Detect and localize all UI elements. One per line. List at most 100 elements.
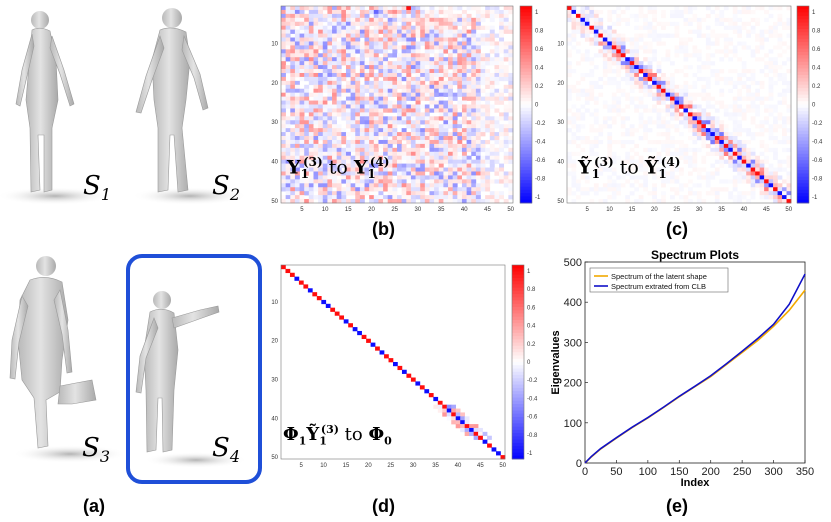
matrix-x-tick: 20 [651, 207, 658, 213]
y-axis-label: Eigenvalues [550, 330, 562, 394]
x-tick-label: 250 [733, 466, 751, 478]
colorbar-tick: 0.8 [527, 287, 536, 293]
colorbar-tick: -1 [812, 195, 818, 201]
matrix-x-tick: 35 [432, 463, 439, 469]
matrix-x-tick: 15 [345, 207, 352, 213]
matrix-x-tick: 30 [410, 463, 417, 469]
matrix-x-tick: 20 [365, 463, 372, 469]
x-tick-label: 200 [702, 466, 720, 478]
matrix-x-tick: 35 [438, 207, 445, 213]
matrix-x-tick: 5 [585, 207, 589, 213]
matrix-d: 5 10 15 20 25 30 35 40 45 50 10 20 30 40 50 1 0.8 0.6 0.4 0… [271, 264, 538, 469]
matrix-x-tick: 25 [391, 207, 398, 213]
panel-label-e: (e) [666, 496, 688, 516]
matrix-x-tick: 50 [499, 463, 506, 469]
panel-label-b: (b) [372, 219, 395, 239]
y-tick-label: 500 [564, 257, 582, 269]
legend-entry: Spectrum of the latent shape [611, 272, 707, 281]
y-tick-label: 300 [564, 337, 582, 349]
matrix-d-label: Φ1Ỹ1(3) to Φ0 [283, 423, 392, 448]
colorbar-tick: 0 [535, 103, 539, 109]
colorbar-tick: 0 [527, 360, 531, 366]
colorbar-tick: -0.2 [535, 121, 546, 127]
human-figure-s3 [9, 256, 128, 463]
x-tick-label: 100 [639, 466, 657, 478]
colorbar-tick: -0.2 [812, 121, 823, 127]
matrix-b: 5 10 15 20 25 30 35 40 45 50 10 20 30 40 50 1 0.8 0.6 0.4 0… [271, 5, 546, 213]
x-tick-label: 0 [582, 466, 588, 478]
series-line-clb [584, 273, 806, 464]
matrix-x-tick: 20 [368, 207, 375, 213]
colorbar-d: 1 0.8 0.6 0.4 0.2 0 -0.2 -0.4 -0.6 -0.8 -1 [511, 264, 538, 460]
matrix-x-tick: 40 [741, 207, 748, 213]
matrix-y-tick: 40 [271, 160, 278, 166]
label-s3: S3 [82, 433, 110, 466]
matrix-x-tick: 45 [477, 463, 484, 469]
colorbar-tick: -0.6 [527, 415, 538, 421]
matrix-x-tick: 15 [343, 463, 350, 469]
matrix-y-tick: 40 [557, 160, 564, 166]
human-figure-s2 [132, 8, 248, 205]
matrix-x-tick: 30 [696, 207, 703, 213]
matrix-x-tick: 35 [718, 207, 725, 213]
colorbar-tick: -0.8 [812, 177, 823, 183]
colorbar-tick: 0.8 [812, 29, 821, 35]
matrix-y-tick: 50 [271, 455, 278, 461]
highlight-box-s4 [126, 254, 262, 484]
chart-title: Spectrum Plots [651, 248, 739, 262]
colorbar-tick: 0.2 [527, 342, 536, 348]
matrix-x-tick: 40 [461, 207, 468, 213]
colorbar-tick: 0.8 [535, 29, 544, 35]
colorbar-b: 1 0.8 0.6 0.4 0.2 0 -0.2 -0.4 -0.6 -0.8 -1 [519, 5, 546, 204]
colorbar-tick: -0.2 [527, 378, 538, 384]
colorbar-tick: -0.6 [535, 158, 546, 164]
panel-label-a: (a) [83, 496, 105, 516]
matrix-y-tick: 30 [271, 377, 278, 383]
matrix-x-tick: 25 [387, 463, 394, 469]
matrix-y-tick: 40 [271, 416, 278, 422]
matrix-y-tick: 30 [557, 120, 564, 126]
matrix-y-tick: 20 [557, 81, 564, 87]
colorbar-tick: 0.4 [535, 66, 544, 72]
matrix-x-tick: 50 [507, 207, 514, 213]
colorbar-tick: -0.4 [535, 140, 546, 146]
label-s4: S4 [212, 433, 240, 466]
matrix-x-tick: 25 [673, 207, 680, 213]
matrix-c: 5 10 15 20 25 30 35 40 45 50 10 20 30 40 50 1 0.8 0.6 0.4 0… [557, 5, 823, 213]
matrix-y-tick: 20 [271, 339, 278, 345]
legend-entry: Spectrum extrated from CLB [611, 282, 706, 291]
matrix-y-tick: 10 [271, 300, 278, 306]
colorbar-tick: 1 [812, 10, 816, 16]
matrix-y-tick: 10 [557, 41, 564, 47]
panel-label-c: (c) [666, 219, 688, 239]
matrix-y-tick: 50 [271, 199, 278, 205]
colorbar-tick: 0.6 [527, 305, 536, 311]
colorbar-tick: 1 [535, 10, 539, 16]
human-figure-s4 [135, 291, 248, 468]
colorbar-tick: 0.4 [527, 324, 536, 330]
colorbar-tick: 0.2 [812, 84, 821, 90]
colorbar-tick: -0.4 [527, 396, 538, 402]
colorbar-tick: 1 [527, 269, 531, 275]
y-tick-label: 0 [576, 458, 582, 470]
colorbar-tick: 0.4 [812, 66, 821, 72]
x-tick-label: 50 [610, 466, 622, 478]
matrix-x-tick: 45 [763, 207, 770, 213]
label-s2: S2 [212, 171, 240, 204]
colorbar-c: 1 0.8 0.6 0.4 0.2 0 -0.2 -0.4 -0.6 -0.8 -1 [796, 5, 823, 204]
colorbar-tick: -0.4 [812, 140, 823, 146]
x-tick-label: 350 [796, 466, 814, 478]
matrix-x-tick: 40 [455, 463, 462, 469]
y-tick-label: 200 [564, 378, 582, 390]
matrix-x-tick: 15 [629, 207, 636, 213]
colorbar-tick: 0.2 [535, 84, 544, 90]
colorbar-tick: 0.6 [535, 47, 544, 53]
matrix-y-tick: 20 [271, 81, 278, 87]
matrix-x-tick: 10 [606, 207, 613, 213]
y-tick-label: 100 [564, 418, 582, 430]
matrix-b-label: Y1(3) to Y1(4) [287, 155, 390, 182]
